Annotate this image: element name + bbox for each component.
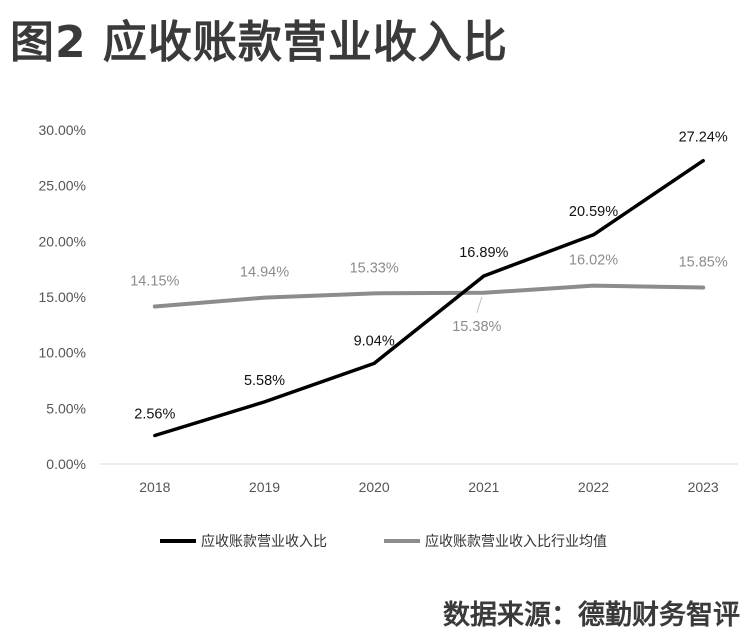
chart-title: 图2 应收账款营业收入比 (10, 17, 508, 68)
series-line-2 (152, 283, 706, 309)
data-labels: 2.56% 5.58% 9.04% 16.89% 20.59% 27.24% 14.15% 1… (130, 130, 728, 423)
data-label-series-1: 16.89% (459, 245, 508, 261)
y-tick-label: 30.00% (39, 122, 86, 138)
x-tick-label: 2019 (249, 479, 280, 495)
legend: 应收账款营业收入比 应收账款营业收入比行业均值 (160, 533, 607, 550)
data-label-leader-line (476, 296, 483, 313)
y-tick-label: 5.00% (46, 400, 86, 416)
x-tick-label: 2018 (139, 479, 170, 495)
data-label-series-2: 15.33% (350, 260, 399, 276)
x-axis-ticks: 2018 2019 2020 2021 2022 2023 (139, 479, 719, 495)
data-label-series-2: 15.85% (679, 255, 728, 271)
data-label-series-1: 5.58% (244, 373, 285, 389)
data-label-series-2: 16.02% (569, 253, 618, 269)
y-tick-label: 10.00% (39, 345, 86, 361)
y-tick-label: 20.00% (39, 233, 86, 249)
legend-label: 应收账款营业收入比行业均值 (425, 533, 607, 550)
x-tick-label: 2020 (359, 479, 390, 495)
y-tick-label: 25.00% (39, 178, 86, 194)
y-tick-label: 0.00% (46, 456, 86, 472)
data-label-series-1: 27.24% (679, 130, 728, 146)
y-tick-label: 15.00% (39, 289, 86, 305)
source-note: 数据来源：德勤财务智评 (443, 600, 740, 631)
series-line-1 (153, 158, 705, 438)
series-lines (152, 158, 706, 438)
y-axis-ticks: 0.00% 5.00% 10.00% 15.00% 20.00% 25.00% 30.00% (39, 122, 86, 472)
data-label-series-2: 14.94% (240, 265, 289, 281)
data-label-series-2: 14.15% (130, 273, 179, 289)
legend-label: 应收账款营业收入比 (201, 533, 327, 550)
x-tick-label: 2022 (578, 479, 609, 495)
data-label-series-1: 2.56% (134, 406, 175, 422)
data-label-series-1: 20.59% (569, 204, 618, 220)
data-label-series-2: 15.38% (452, 319, 501, 335)
data-label-series-1: 9.04% (354, 333, 395, 349)
x-tick-label: 2023 (688, 479, 719, 495)
x-tick-label: 2021 (468, 479, 499, 495)
